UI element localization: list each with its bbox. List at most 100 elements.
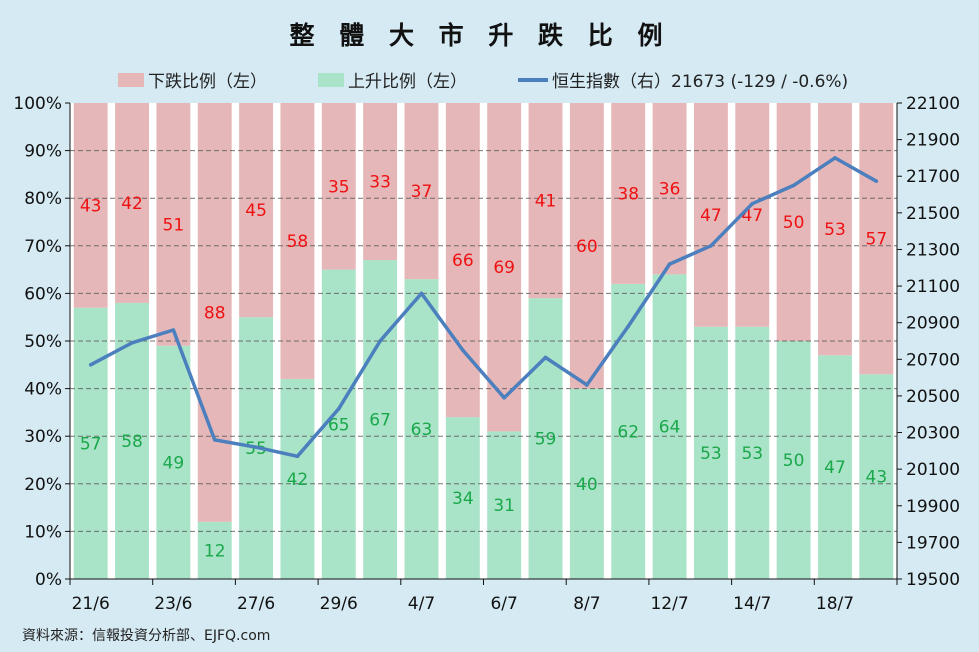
legend-label-index: 恒生指數（右）21673 (-129 / -0.6%) bbox=[552, 72, 848, 92]
legend-swatch-down bbox=[118, 73, 144, 87]
data-label-up: 59 bbox=[535, 430, 557, 450]
bar-down bbox=[239, 103, 274, 318]
gridlines-overlay bbox=[70, 150, 897, 532]
bar-up bbox=[735, 326, 770, 579]
data-label-up: 12 bbox=[204, 541, 226, 561]
index-point bbox=[212, 438, 217, 442]
data-label-down: 57 bbox=[866, 230, 888, 250]
data-label-down: 38 bbox=[617, 184, 639, 204]
index-line-layer bbox=[88, 156, 879, 459]
data-label-down: 47 bbox=[741, 206, 763, 226]
y-right-tick-label: 22100 bbox=[906, 94, 960, 114]
data-label-down: 43 bbox=[80, 196, 102, 216]
index-line bbox=[89, 156, 878, 459]
bar-up bbox=[487, 431, 522, 579]
bar-down bbox=[404, 103, 439, 280]
y-left-tick-label: 30% bbox=[24, 427, 62, 447]
x-tick-label: 27/6 bbox=[237, 594, 275, 614]
data-label-down: 69 bbox=[493, 258, 515, 278]
y-left-tick-label: 70% bbox=[24, 237, 62, 257]
index-point bbox=[88, 363, 93, 367]
x-tick-label: 21/6 bbox=[72, 594, 110, 614]
data-label-down: 50 bbox=[783, 213, 805, 233]
data-label-up: 53 bbox=[741, 444, 763, 464]
index-point bbox=[461, 348, 465, 352]
legend-label-down: 下跌比例（左） bbox=[148, 72, 267, 92]
index-point bbox=[130, 341, 134, 345]
chart-title: 整 體 大 市 升 跌 比 例 bbox=[290, 21, 671, 50]
x-tick-label: 29/6 bbox=[320, 594, 358, 614]
data-label-up: 65 bbox=[328, 415, 350, 435]
bar-down bbox=[818, 103, 852, 356]
index-point bbox=[378, 339, 382, 343]
index-point bbox=[254, 445, 258, 449]
data-label-down: 45 bbox=[245, 201, 267, 221]
data-label-up: 40 bbox=[576, 475, 598, 495]
bar-up bbox=[156, 345, 191, 579]
data-label-up: 53 bbox=[700, 444, 722, 464]
data-label-up: 67 bbox=[369, 411, 391, 431]
y-left-tick-label: 10% bbox=[24, 522, 62, 542]
index-point bbox=[171, 328, 176, 332]
bar-up bbox=[859, 374, 894, 579]
data-label-down: 47 bbox=[700, 206, 722, 226]
y-right-tick-label: 21900 bbox=[906, 131, 960, 151]
data-label-down: 35 bbox=[328, 177, 350, 197]
data-label-up: 58 bbox=[121, 432, 143, 452]
data-label-down: 42 bbox=[121, 194, 143, 214]
bar-down bbox=[321, 103, 356, 270]
y-left-tick-label: 90% bbox=[24, 142, 62, 162]
y-left-tick-label: 40% bbox=[24, 380, 62, 400]
index-point bbox=[626, 324, 631, 329]
bar-down bbox=[776, 103, 811, 341]
y-left-tick-label: 100% bbox=[13, 94, 62, 114]
y-right-tick-label: 19500 bbox=[906, 570, 960, 590]
x-tick-label: 23/6 bbox=[154, 594, 192, 614]
data-label-up: 63 bbox=[411, 420, 433, 440]
data-label-up: 64 bbox=[659, 418, 681, 438]
index-point bbox=[750, 201, 755, 206]
bar-down bbox=[363, 103, 398, 261]
y-left-tick-label: 0% bbox=[35, 570, 62, 590]
data-label-down: 60 bbox=[576, 237, 598, 257]
index-point bbox=[791, 183, 796, 188]
bar-up bbox=[693, 326, 728, 579]
y-right-tick-label: 21700 bbox=[906, 167, 960, 187]
index-point bbox=[833, 156, 837, 160]
y-right-tick-label: 20500 bbox=[906, 387, 960, 407]
y-right-tick-label: 21300 bbox=[906, 240, 960, 260]
bar-up bbox=[611, 283, 646, 579]
bar-up bbox=[280, 379, 315, 579]
data-label-down: 41 bbox=[535, 192, 557, 212]
data-label-up: 47 bbox=[824, 458, 846, 478]
bar-up bbox=[445, 417, 480, 579]
bar-up bbox=[404, 279, 439, 579]
data-label-up: 43 bbox=[866, 468, 888, 488]
source-note: 資料來源：信報投資分析部、EJFQ.com bbox=[22, 628, 270, 644]
index-point bbox=[295, 454, 300, 459]
data-label-down: 66 bbox=[452, 251, 474, 271]
bars bbox=[73, 103, 894, 579]
data-label-down: 53 bbox=[824, 220, 846, 240]
bar-labels: 43 57 42 58 51 49 88 12 45 55 58 42 35 65 33 67 37 63 66 34… bbox=[80, 173, 887, 562]
bar-up bbox=[73, 307, 108, 579]
y-right-tick-label: 19900 bbox=[906, 497, 960, 517]
bar-down bbox=[197, 103, 232, 522]
data-label-down: 88 bbox=[204, 303, 226, 323]
y-left-tick-label: 80% bbox=[24, 189, 62, 209]
index-point bbox=[585, 383, 589, 387]
data-label-up: 34 bbox=[452, 489, 474, 509]
data-label-down: 36 bbox=[659, 180, 681, 200]
bar-up bbox=[363, 260, 398, 579]
y-right-tick-label: 21100 bbox=[906, 277, 960, 297]
x-tick-label: 14/7 bbox=[733, 594, 771, 614]
bar-down bbox=[693, 103, 728, 327]
index-point bbox=[543, 355, 548, 360]
y-left-tick-label: 20% bbox=[24, 475, 62, 495]
bar-down bbox=[611, 103, 646, 284]
y-left-tick-label: 60% bbox=[24, 284, 62, 304]
y-right-tick-label: 21500 bbox=[906, 204, 960, 224]
index-point bbox=[502, 395, 506, 400]
legend-label-up: 上升比例（左） bbox=[348, 72, 467, 92]
